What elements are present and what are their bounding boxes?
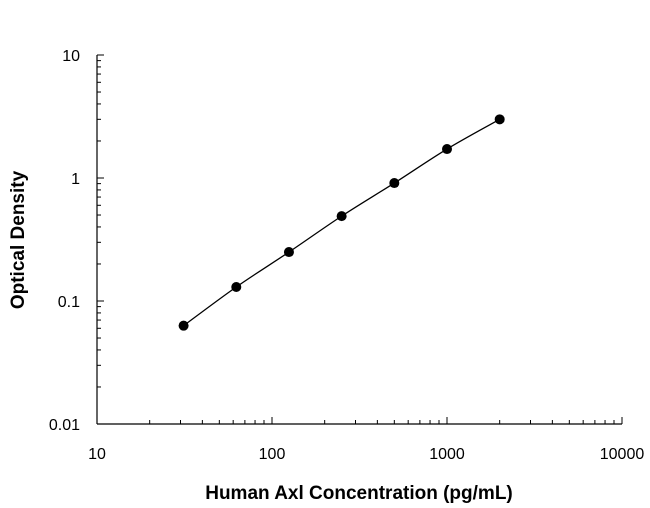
x-tick-label: 100 <box>259 446 286 463</box>
x-tick-label: 10000 <box>600 446 645 463</box>
fit-curve <box>183 118 500 327</box>
data-points <box>178 114 505 331</box>
data-point <box>389 178 400 189</box>
data-point <box>336 211 347 222</box>
data-point <box>178 320 189 331</box>
fit-line <box>183 118 500 327</box>
data-point <box>283 247 294 258</box>
y-tick-label: 1 <box>71 171 80 188</box>
x-tick-label: 1000 <box>429 446 465 463</box>
data-point <box>442 144 452 155</box>
y-axis-title: Optical Density <box>8 170 29 309</box>
x-tick-label: 10 <box>88 446 106 463</box>
axes <box>96 55 622 425</box>
data-point <box>231 281 242 292</box>
y-tick-label: 0.1 <box>58 294 80 311</box>
y-tick-label: 0.01 <box>49 417 80 434</box>
y-tick-label: 10 <box>62 48 80 65</box>
x-axis-title: Human Axl Concentration (pg/mL) <box>205 483 513 504</box>
ticks <box>96 54 623 425</box>
data-point <box>494 114 505 125</box>
tick-labels: 10 100 1000 10000 0.01 0.1 1 10 <box>49 48 644 463</box>
